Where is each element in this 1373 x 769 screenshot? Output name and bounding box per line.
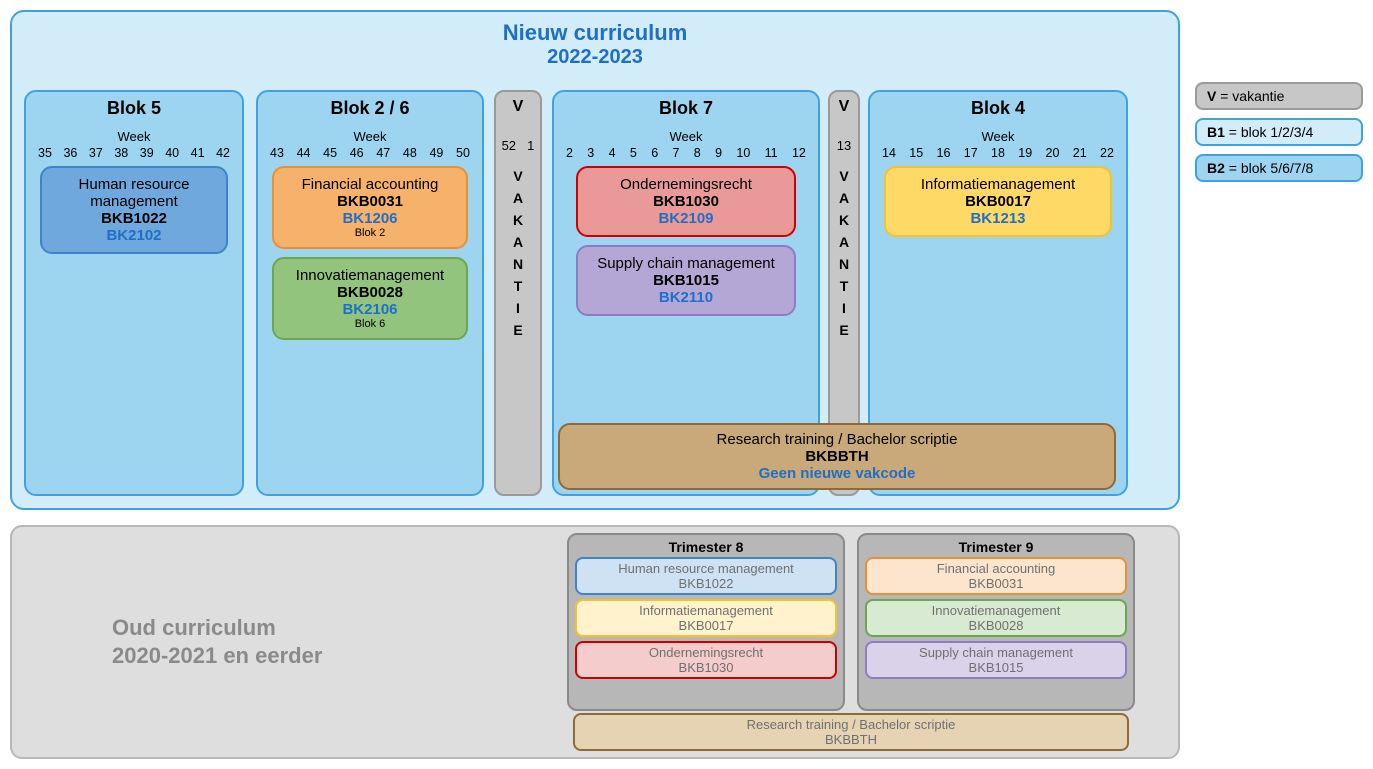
- blok-4-week-label: Week: [878, 129, 1118, 144]
- new-subtitle: 2022-2023: [24, 46, 1166, 69]
- old-course-supply: Supply chain managementBKB1015: [865, 641, 1127, 679]
- course-ondernemingsrecht: Ondernemingsrecht BKB1030 BK2109: [576, 166, 796, 237]
- vakantie-1-word: VAKANTIE: [496, 165, 540, 341]
- old-title: Oud curriculum: [112, 615, 276, 641]
- trimester-9-title: Trimester 9: [865, 539, 1127, 555]
- old-course-hrm: Human resource managementBKB1022: [575, 557, 837, 595]
- blok-2-6: Blok 2 / 6 Week 4344454647484950 Financi…: [256, 90, 484, 496]
- course-research: Research training / Bachelor scriptie BK…: [558, 423, 1116, 490]
- course-hrm: Human resource management BKB1022 BK2102: [40, 166, 228, 254]
- course-code: BKB1022: [48, 210, 220, 227]
- blok-7-week-label: Week: [562, 129, 810, 144]
- vakantie-2-nums: 13: [830, 138, 858, 153]
- blok-5-weeks: 3536373839404142: [38, 146, 230, 160]
- old-course-fin: Financial accountingBKB0031: [865, 557, 1127, 595]
- course-supply-chain: Supply chain management BKB1015 BK2110: [576, 245, 796, 316]
- blok-26-title: Blok 2 / 6: [266, 98, 474, 119]
- vakantie-1-v: V: [496, 98, 540, 116]
- vakantie-1-nums: 521: [496, 138, 540, 153]
- blok-7-weeks: 23456789101112: [566, 146, 806, 160]
- trimester-9: Trimester 9 Financial accountingBKB0031 …: [857, 533, 1135, 711]
- course-fin-accounting: Financial accounting BKB0031 BK1206 Blok…: [272, 166, 468, 249]
- blok-4-weeks: 141516171819202122: [882, 146, 1114, 160]
- blok-26-week-label: Week: [266, 129, 474, 144]
- blok-row: Blok 5 Week 3536373839404142 Human resou…: [24, 90, 1166, 496]
- trimester-8: Trimester 8 Human resource managementBKB…: [567, 533, 845, 711]
- blok-5-week-label: Week: [34, 129, 234, 144]
- old-course-ondern: OndernemingsrechtBKB1030: [575, 641, 837, 679]
- course-newcode: BK2102: [48, 227, 220, 244]
- blok-7-title: Blok 7: [562, 98, 810, 119]
- vakantie-2-word: VAKANTIE: [830, 165, 858, 341]
- course-name: Human resource management: [48, 176, 220, 210]
- blok-4-title: Blok 4: [878, 98, 1118, 119]
- legend-b1: B1 = blok 1/2/3/4: [1195, 118, 1363, 146]
- old-course-innov: InnovatiemanagementBKB0028: [865, 599, 1127, 637]
- old-curriculum-panel: Oud curriculum 2020-2021 en eerder Trime…: [10, 525, 1180, 759]
- vakantie-1: V 521 VAKANTIE: [494, 90, 542, 496]
- legend-v: V = vakantie: [1195, 82, 1363, 110]
- new-title: Nieuw curriculum: [24, 20, 1166, 46]
- old-course-info: InformatiemanagementBKB0017: [575, 599, 837, 637]
- vakantie-2-v: V: [830, 98, 858, 116]
- old-subtitle: 2020-2021 en eerder: [112, 643, 322, 669]
- blok-5-title: Blok 5: [34, 98, 234, 119]
- legend-b2: B2 = blok 5/6/7/8: [1195, 154, 1363, 182]
- trimester-8-title: Trimester 8: [575, 539, 837, 555]
- course-innovatie: Innovatiemanagement BKB0028 BK2106 Blok …: [272, 257, 468, 340]
- old-course-research: Research training / Bachelor scriptieBKB…: [573, 713, 1129, 751]
- legend: V = vakantie B1 = blok 1/2/3/4 B2 = blok…: [1195, 82, 1363, 190]
- new-curriculum-panel: Nieuw curriculum 2022-2023 Blok 5 Week 3…: [10, 10, 1180, 510]
- blok-26-weeks: 4344454647484950: [270, 146, 470, 160]
- course-informatiemanagement: Informatiemanagement BKB0017 BK1213: [884, 166, 1112, 237]
- blok-5: Blok 5 Week 3536373839404142 Human resou…: [24, 90, 244, 496]
